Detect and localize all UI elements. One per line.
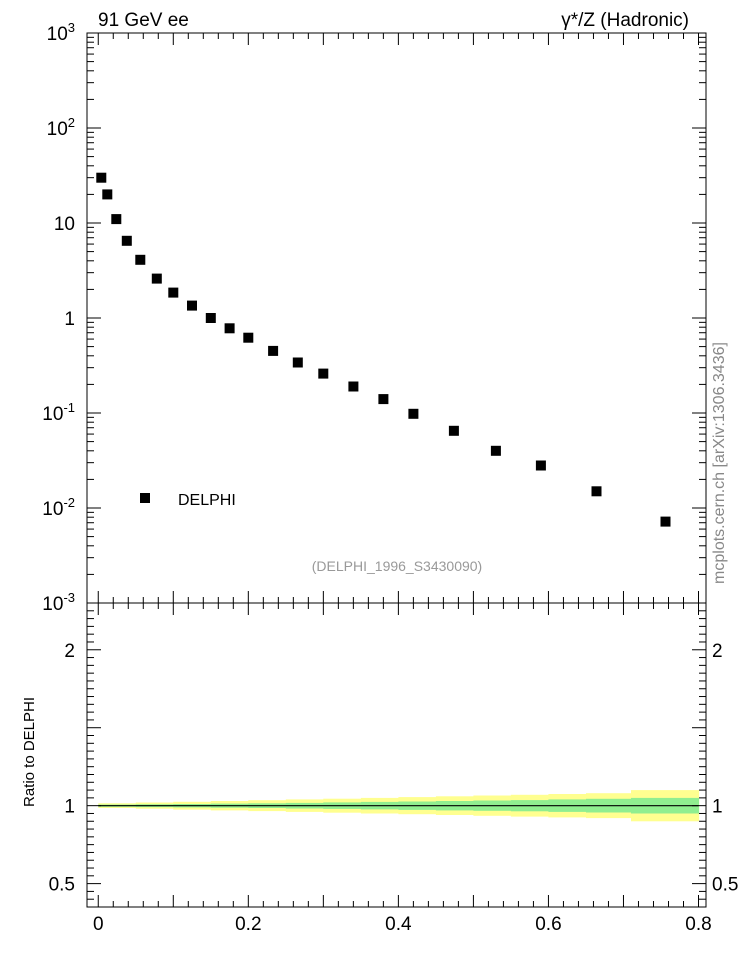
ratio-y-tick-label-left: 0.5 (49, 875, 75, 896)
analysis-watermark: (DELPHI_1996_S3430090) (312, 558, 482, 574)
side-reference-label: mcplots.cern.ch [arXiv:1306.3436] (711, 342, 728, 584)
ratio-panel-frame (86, 602, 707, 908)
x-tick-label: 0 (93, 914, 104, 935)
legend-label: DELPHI (178, 492, 236, 509)
data-point (591, 486, 602, 497)
plot-label-left: 91 GeV ee (98, 10, 189, 31)
data-point (224, 323, 235, 334)
plot-label-right: γ*/Z (Hadronic) (561, 10, 689, 31)
ratio-y-tick-label-right: 1 (712, 797, 723, 818)
ratio-y-tick-label-left: 1 (64, 797, 75, 818)
y-tick-label: 103 (47, 20, 75, 45)
main-panel-frame (86, 32, 707, 604)
data-point (408, 408, 419, 419)
ratio-y-tick-label-right: 2 (712, 641, 723, 662)
data-point (96, 172, 107, 183)
y-tick-label: 10-2 (42, 495, 75, 520)
data-point (205, 313, 216, 323)
data-point (490, 445, 501, 456)
data-point (318, 368, 329, 379)
data-point (535, 460, 546, 471)
legend-marker (140, 493, 150, 503)
data-point (660, 516, 671, 527)
data-point (292, 357, 303, 368)
y-tick-label: 10 (54, 214, 75, 235)
data-point (135, 254, 146, 265)
data-point (168, 287, 179, 298)
data-points (96, 172, 671, 527)
x-tick-label: 0.6 (535, 914, 561, 935)
data-point (448, 425, 459, 436)
x-tick-label: 0.2 (235, 914, 261, 935)
y-tick-label: 10-1 (42, 400, 75, 425)
y-tick-label: 10-3 (42, 590, 75, 615)
data-point (151, 273, 162, 284)
axis-ticks: 0 0.2 0.4 0.6 0.8 10-3 10-2 10-1 1 10 102 103 0.5 1 2 0… (42, 20, 738, 935)
ratio-y-tick-label-left: 2 (64, 641, 75, 662)
legend: DELPHI (140, 492, 236, 509)
ratio-y-axis-label: Ratio to DELPHI (21, 697, 38, 807)
y-tick-label: 102 (47, 115, 75, 140)
data-point (348, 381, 359, 392)
panel-frames (86, 32, 707, 908)
data-point (268, 345, 279, 356)
data-point (102, 189, 113, 200)
ratio-y-tick-label-right: 0.5 (712, 875, 738, 896)
y-tick-label: 1 (64, 309, 75, 330)
x-tick-label: 0.8 (685, 914, 711, 935)
data-point (187, 300, 197, 311)
data-point (243, 332, 254, 343)
data-point (111, 214, 122, 225)
data-point (378, 394, 389, 405)
data-point (121, 235, 132, 246)
x-tick-label: 0.4 (385, 914, 412, 935)
